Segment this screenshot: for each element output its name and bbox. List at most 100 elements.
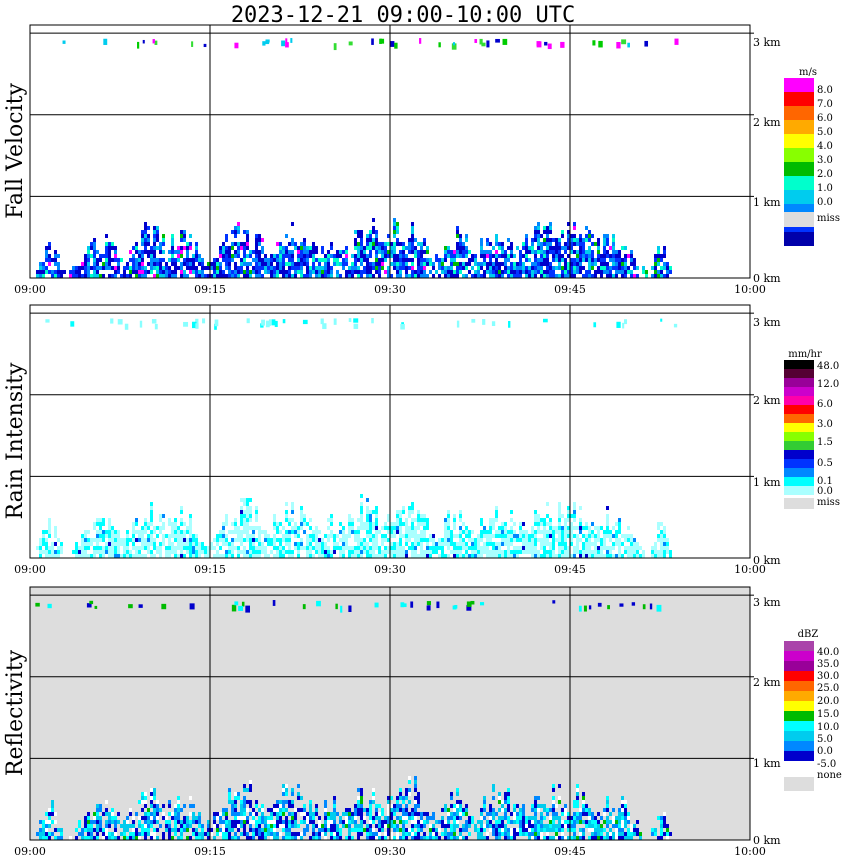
echo-cell [561,824,564,828]
echo-cell [447,534,450,538]
echo-cell [243,518,246,522]
echo-cell [183,246,186,250]
echo-cell [336,812,339,816]
echo-cell [534,808,537,812]
echo-cell [450,270,453,274]
echo-cell [258,546,261,550]
echo-cell [237,226,240,230]
echo-cell [396,222,399,226]
echo-cell [312,250,315,254]
echo-cell [273,514,276,518]
echo-cell [273,828,276,832]
echo-cell [231,246,234,250]
echo-cell [375,554,378,558]
echo-cell [588,812,591,816]
echo-cell [654,254,657,258]
echo-cell [552,796,555,800]
echo-cell [309,538,312,542]
echo-cell [309,550,312,554]
echo-cell [171,836,174,840]
echo-cell [195,550,198,554]
echo-cell [402,254,405,258]
echo-cell [633,258,636,262]
echo-cell [330,534,333,538]
echo-cell [300,270,303,274]
echo-cell [309,812,312,816]
echo-cell [177,804,180,808]
echo-cell [546,522,549,526]
echo-cell [666,262,669,266]
legend-swatch [784,162,814,176]
echo-cell [540,234,543,238]
clutter-point [479,38,483,45]
echo-cell [495,234,498,238]
echo-cell [285,542,288,546]
echo-cell [657,254,660,258]
echo-cell [255,242,258,246]
echo-cell [612,534,615,538]
echo-cell [423,538,426,542]
echo-cell [528,828,531,832]
echo-cell [258,262,261,266]
echo-cell [414,270,417,274]
echo-cell [390,812,393,816]
echo-cell [222,824,225,828]
echo-cell [297,266,300,270]
echo-cell [516,804,519,808]
echo-cell [45,250,48,254]
echo-cell [354,242,357,246]
echo-cell [174,270,177,274]
echo-cell [192,254,195,258]
echo-cell [84,534,87,538]
echo-cell [348,526,351,530]
echo-cell [126,828,129,832]
echo-cell [540,250,543,254]
echo-cell [333,258,336,262]
echo-cell [369,530,372,534]
echo-cell [114,542,117,546]
echo-cell [606,262,609,266]
echo-cell [198,270,201,274]
echo-cell [603,262,606,266]
echo-cell [435,836,438,840]
echo-cell [162,258,165,262]
echo-cell [306,522,309,526]
echo-cell [261,266,264,270]
echo-cell [501,804,504,808]
echo-cell [258,836,261,840]
echo-cell [75,546,78,550]
echo-cell [498,534,501,538]
echo-cell [111,808,114,812]
echo-cell [240,808,243,812]
echo-cell [186,546,189,550]
echo-cell [249,780,252,784]
echo-cell [186,274,189,278]
echo-cell [144,542,147,546]
echo-cell [255,546,258,550]
echo-cell [405,266,408,270]
echo-cell [288,266,291,270]
echo-cell [612,526,615,530]
echo-cell [249,254,252,258]
echo-cell [606,820,609,824]
echo-cell [561,526,564,530]
echo-cell [126,550,129,554]
echo-cell [483,546,486,550]
echo-cell [399,526,402,530]
echo-cell [540,546,543,550]
echo-cell [246,530,249,534]
echo-cell [126,534,129,538]
echo-cell [231,274,234,278]
echo-cell [624,816,627,820]
x-tick-0930: 09:30 [374,563,406,576]
echo-cell [153,808,156,812]
echo-cell [456,812,459,816]
clutter-point [452,42,456,46]
echo-cell [234,250,237,254]
echo-cell [270,824,273,828]
echo-cell [174,262,177,266]
echo-cell [84,820,87,824]
echo-cell [483,800,486,804]
echo-cell [240,832,243,836]
echo-cell [384,836,387,840]
